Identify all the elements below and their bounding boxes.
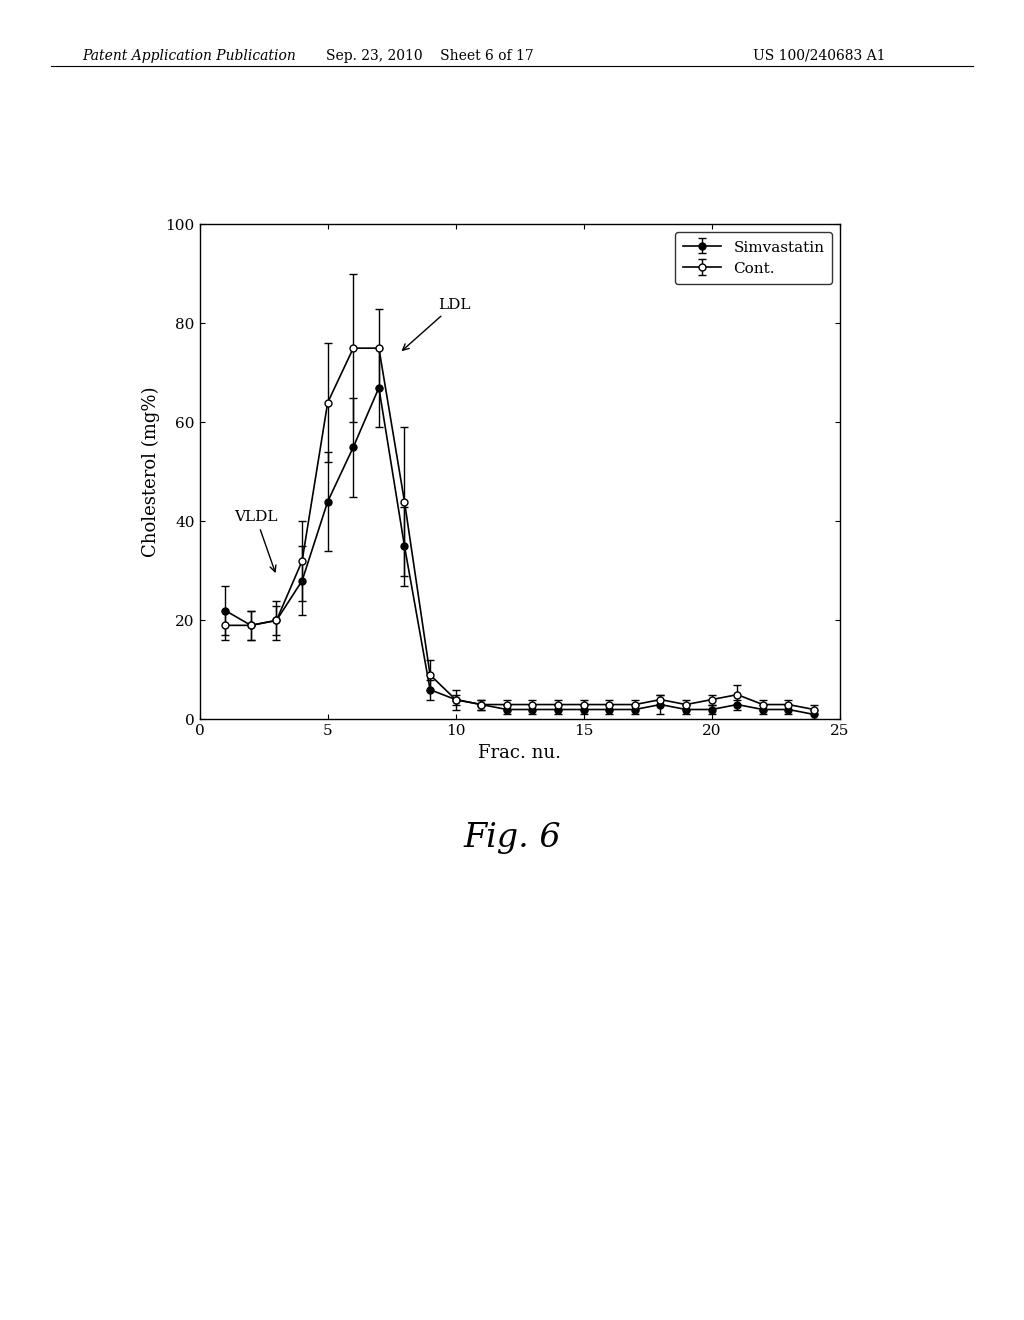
Legend: Simvastatin, Cont.: Simvastatin, Cont. [676, 232, 833, 284]
Text: Patent Application Publication: Patent Application Publication [82, 49, 296, 63]
Text: US 100/240683 A1: US 100/240683 A1 [753, 49, 886, 63]
Text: Fig. 6: Fig. 6 [463, 822, 561, 854]
Text: Sep. 23, 2010    Sheet 6 of 17: Sep. 23, 2010 Sheet 6 of 17 [327, 49, 534, 63]
Text: LDL: LDL [402, 297, 470, 350]
Y-axis label: Cholesterol (mg%): Cholesterol (mg%) [141, 387, 160, 557]
X-axis label: Frac. nu.: Frac. nu. [478, 743, 561, 762]
Text: VLDL: VLDL [234, 511, 278, 572]
